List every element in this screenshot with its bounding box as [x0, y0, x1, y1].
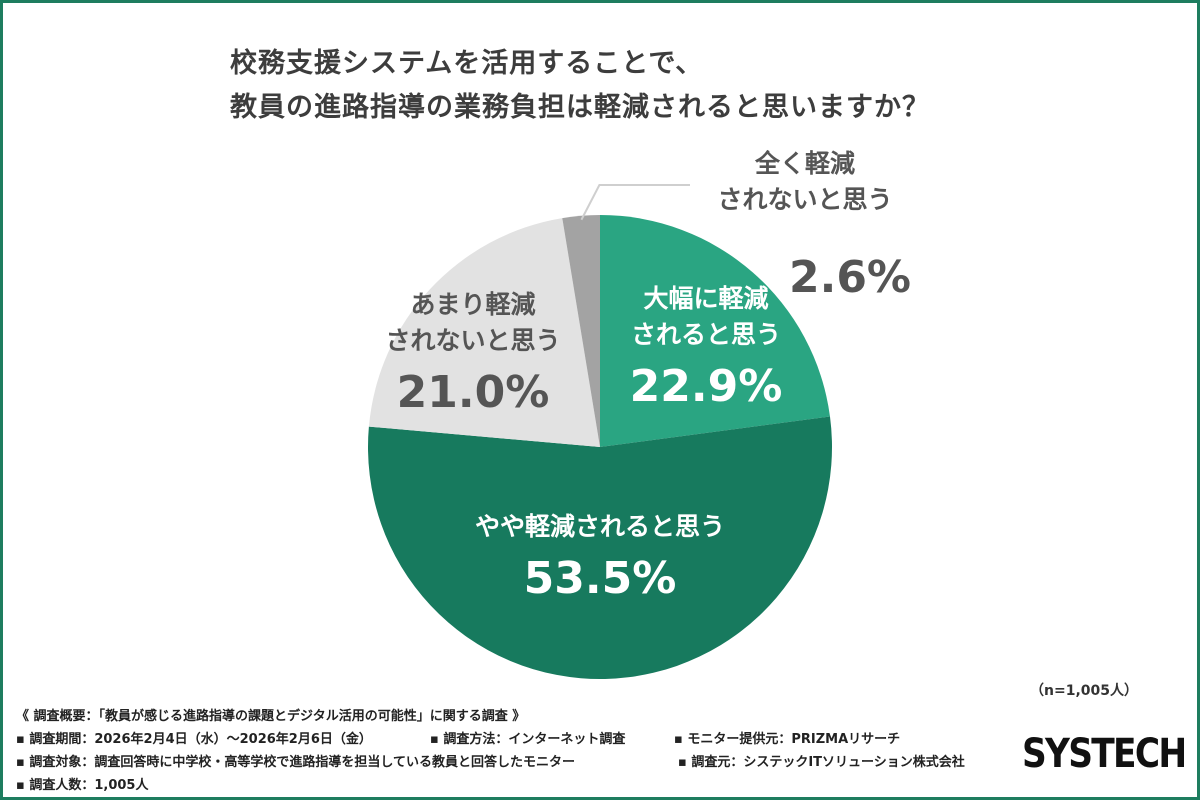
slice-labels: 大幅に軽減されると思う22.9%やや軽減されると思う53.5%あまり軽減されない…	[385, 149, 911, 604]
slice-not-much-reduced-label-line-1: あまり軽減	[410, 290, 535, 319]
survey-monitor: ▪ モニター提供元：PRIZMAリサーチ	[674, 732, 901, 747]
slice-significantly-reduced-label-line-2: されると思う	[631, 320, 781, 349]
systech-logo: SYSTECH	[1022, 731, 1187, 777]
survey-target: ▪ 調査対象：調査回答時に中学校・高等学校で進路指導を担当している教員と回答した…	[16, 755, 575, 770]
survey-footer: 《 調査概要：「教員が感じる進路指導の課題とデジタル活用の可能性」に関する調査 …	[16, 705, 965, 797]
slice-somewhat-reduced	[368, 416, 832, 679]
slice-not-reduced-at-all	[562, 215, 600, 447]
slice-not-much-reduced-label-line-2: されないと思う	[385, 326, 560, 355]
slice-not-much-reduced	[368, 218, 600, 447]
survey-count: ▪ 調査人数：1,005人	[16, 778, 149, 793]
survey-row-1: ▪ 調査期間：2026年2月4日（水）〜2026年2月6日（金） ▪ 調査方法：…	[16, 728, 900, 751]
chart-title: 校務支援システムを活用することで、 教員の進路指導の業務負担は軽減されると思いま…	[230, 42, 930, 130]
survey-source: ▪ 調査元：システックITソリューション株式会社	[678, 755, 965, 770]
slice-not-reduced-at-all-label-line-1: 全く軽減	[754, 149, 855, 178]
slice-not-reduced-at-all-value: 2.6%	[789, 252, 911, 303]
survey-summary: 《 調査概要：「教員が感じる進路指導の課題とデジタル活用の可能性」に関する調査 …	[16, 709, 526, 724]
leader-lines	[580, 184, 690, 221]
chart-title-line-2: 教員の進路指導の業務負担は軽減されると思いますか？	[230, 92, 930, 123]
slice-significantly-reduced	[600, 215, 830, 447]
survey-method: ▪ 調査方法：インターネット調査	[430, 732, 626, 747]
pie-slices	[368, 215, 832, 679]
slice-somewhat-reduced-label-line-1: やや軽減されると思う	[475, 512, 725, 541]
slice-not-reduced-at-all-label-line-2: されないと思う	[717, 185, 892, 214]
sample-size-note: （n=1,005人）	[1030, 683, 1138, 699]
chart-title-line-1: 校務支援システムを活用することで、	[230, 48, 704, 79]
leader-line-not-reduced-at-all	[580, 184, 690, 221]
slice-somewhat-reduced-value: 53.5%	[524, 553, 677, 604]
slice-not-much-reduced-value: 21.0%	[397, 367, 550, 418]
slice-significantly-reduced-value: 22.9%	[630, 361, 783, 412]
survey-row-2: ▪ 調査対象：調査回答時に中学校・高等学校で進路指導を担当している教員と回答した…	[16, 751, 965, 774]
survey-period: ▪ 調査期間：2026年2月4日（水）〜2026年2月6日（金）	[16, 732, 372, 747]
slice-significantly-reduced-label-line-1: 大幅に軽減	[643, 284, 768, 313]
